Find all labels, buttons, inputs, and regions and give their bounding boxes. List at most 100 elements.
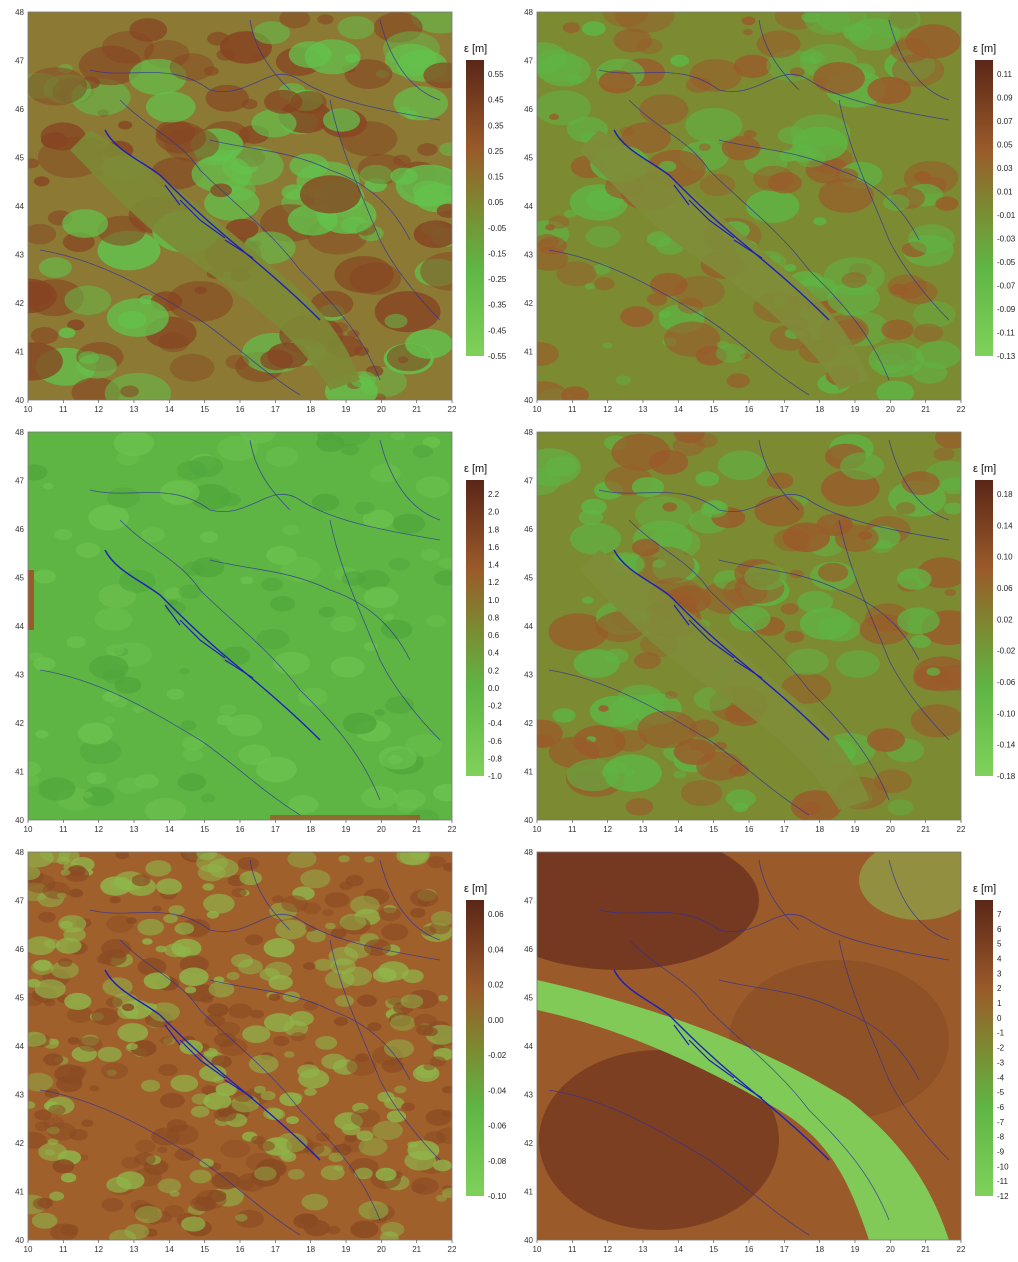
colorbar-label: 0.11 xyxy=(997,70,1013,79)
x-tick-label: 15 xyxy=(200,825,209,834)
x-tick-label: 16 xyxy=(745,405,754,414)
map-field xyxy=(28,852,452,1240)
colorbar-label: 0.00 xyxy=(488,1016,504,1025)
y-tick-label: 40 xyxy=(15,396,24,405)
x-tick-label: 19 xyxy=(342,825,351,834)
x-tick-label: 13 xyxy=(130,405,139,414)
colorbar-label: 0.55 xyxy=(488,70,504,79)
x-tick-label: 19 xyxy=(342,405,351,414)
colorbar-label: 0.05 xyxy=(488,198,504,207)
colorbar-label: 0.25 xyxy=(488,147,504,156)
colorbar-label: 2 xyxy=(997,984,1002,993)
y-tick-label: 41 xyxy=(524,768,533,777)
y-tick-label: 48 xyxy=(524,428,533,437)
x-tick-label: 12 xyxy=(94,1245,103,1254)
x-tick-label: 16 xyxy=(236,405,245,414)
colorbar-label: -0.13 xyxy=(997,352,1016,361)
x-tick-label: 21 xyxy=(412,1245,421,1254)
x-tick-label: 13 xyxy=(130,825,139,834)
colorbar-label: 0.04 xyxy=(488,945,504,954)
y-tick-label: 48 xyxy=(15,428,24,437)
x-tick-label: 21 xyxy=(412,825,421,834)
y-tick-label: 40 xyxy=(15,816,24,825)
y-tick-label: 44 xyxy=(524,622,533,631)
x-tick-label: 17 xyxy=(780,825,789,834)
x-tick-label: 15 xyxy=(200,1245,209,1254)
colorbar-label: 0.14 xyxy=(997,521,1013,530)
x-tick-label: 15 xyxy=(709,405,718,414)
x-tick-label: 18 xyxy=(815,825,824,834)
colorbar-label: 0.02 xyxy=(488,981,504,990)
y-tick-label: 41 xyxy=(524,1188,533,1197)
colorbar-label: 1.2 xyxy=(488,578,500,587)
colorbar-label: 1.8 xyxy=(488,525,500,534)
y-tick-label: 47 xyxy=(524,897,533,906)
x-tick-label: 10 xyxy=(24,1245,33,1254)
colorbar-label: 1.0 xyxy=(488,596,500,605)
x-tick-label: 21 xyxy=(921,825,930,834)
colorbar xyxy=(466,60,484,356)
colorbar-label: 0 xyxy=(997,1014,1002,1023)
x-tick-label: 13 xyxy=(639,405,648,414)
x-tick-label: 20 xyxy=(886,825,895,834)
x-tick-label: 12 xyxy=(603,825,612,834)
x-tick-label: 11 xyxy=(568,1245,577,1254)
colorbar-label: -0.14 xyxy=(997,741,1016,750)
colorbar xyxy=(466,480,484,776)
x-tick-label: 18 xyxy=(815,405,824,414)
colorbar-label: -2 xyxy=(997,1044,1005,1053)
x-tick-label: 12 xyxy=(603,1245,612,1254)
x-tick-label: 13 xyxy=(130,1245,139,1254)
x-tick-label: 20 xyxy=(377,405,386,414)
x-tick-label: 14 xyxy=(165,1245,174,1254)
colorbar-label: 0.02 xyxy=(997,615,1013,624)
y-tick-label: 45 xyxy=(15,994,24,1003)
colorbar-label: 1.4 xyxy=(488,561,500,570)
y-tick-label: 41 xyxy=(15,348,24,357)
colorbar-label: -0.6 xyxy=(488,737,502,746)
colorbar-label: -0.07 xyxy=(997,282,1016,291)
y-tick-label: 47 xyxy=(524,57,533,66)
y-tick-label: 48 xyxy=(15,8,24,17)
map-field xyxy=(537,852,961,1240)
colorbar-label: 6 xyxy=(997,925,1002,934)
colorbar-label: -0.08 xyxy=(488,1157,507,1166)
colorbar-label: -0.02 xyxy=(488,1051,507,1060)
map-field xyxy=(28,432,452,820)
map-panel-bottom-left: 48 47 46 45 44 43 42 41 40 10 11 12 13 14 15 16 17 18 19 20… xyxy=(0,840,509,1260)
y-tick-label: 46 xyxy=(15,945,24,954)
y-tick-label: 42 xyxy=(524,719,533,728)
x-tick-label: 14 xyxy=(165,405,174,414)
x-tick-label: 10 xyxy=(533,1245,542,1254)
x-tick-label: 11 xyxy=(59,405,68,414)
x-tick-label: 18 xyxy=(306,1245,315,1254)
x-tick-label: 20 xyxy=(886,405,895,414)
x-tick-label: 11 xyxy=(59,825,68,834)
x-tick-label: 10 xyxy=(24,825,33,834)
colorbar-label: 0.03 xyxy=(997,164,1013,173)
colorbar-label: 0.06 xyxy=(997,584,1013,593)
x-tick-label: 20 xyxy=(377,825,386,834)
x-tick-label: 11 xyxy=(59,1245,68,1254)
y-tick-label: 48 xyxy=(524,8,533,17)
y-tick-label: 42 xyxy=(15,1139,24,1148)
y-tick-label: 40 xyxy=(524,1236,533,1245)
y-tick-label: 46 xyxy=(15,105,24,114)
map-panel-middle-left: 48 47 46 45 44 43 42 41 40 10 11 12 13 14 15 16 17 18 19 20… xyxy=(0,420,509,840)
x-tick-label: 17 xyxy=(271,1245,280,1254)
x-tick-label: 20 xyxy=(377,1245,386,1254)
y-tick-label: 42 xyxy=(524,1139,533,1148)
colorbar-label: 0.2 xyxy=(488,666,500,675)
colorbar-label: -0.25 xyxy=(488,275,507,284)
x-tick-label: 13 xyxy=(639,1245,648,1254)
colorbar-label: -0.15 xyxy=(488,249,507,258)
colorbar-title: ε [m] xyxy=(973,43,996,55)
colorbar-label: 2.0 xyxy=(488,508,500,517)
y-tick-label: 43 xyxy=(524,1091,533,1100)
colorbar-label: -0.03 xyxy=(997,235,1016,244)
colorbar-label: 0.15 xyxy=(488,173,504,182)
x-tick-label: 14 xyxy=(674,405,683,414)
